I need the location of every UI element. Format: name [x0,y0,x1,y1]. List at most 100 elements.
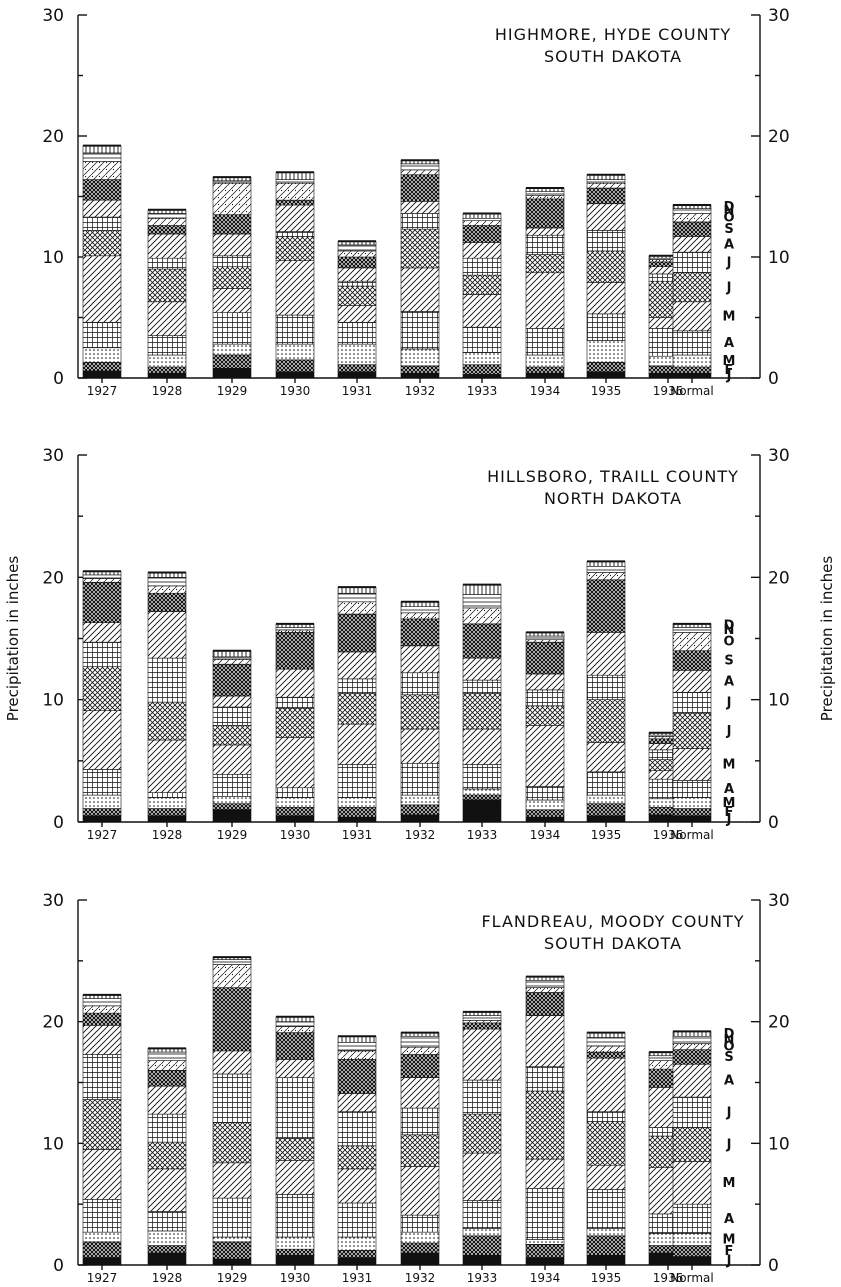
bar-segment-1934-4 [525,328,565,356]
bar-segment-Normal-2 [672,1245,712,1257]
bar-segment-1934-8 [525,1015,565,1067]
bar-segment-1929-10 [212,964,252,988]
month-label: M [723,354,736,369]
bar-segment-1931-8 [337,651,377,680]
bar-1929 [212,176,252,379]
category-label: 1928 [152,1271,183,1285]
bar-segment-1930-11 [275,179,315,184]
bar-segment-1929-9 [212,214,252,235]
bar-segment-1930-12 [275,172,315,180]
bar-segment-1929-5 [212,288,252,313]
bar-1928 [147,1047,187,1266]
bar-segment-Normal-3 [672,797,712,809]
bar-segment-1931-4 [337,764,377,798]
bar-segment-1931-3 [337,797,377,808]
bar-segment-1934-10 [525,987,565,993]
bar-segment-1932-9 [400,1054,440,1078]
bar-segment-1932-4 [400,762,440,796]
panel-subtitle: SOUTH DAKOTA [544,934,682,953]
month-label: A [724,782,734,797]
bar-segment-1927-1 [82,370,122,379]
bar-segment-1930-7 [275,1077,315,1139]
bar-segment-1933-6 [462,1113,502,1154]
bar-segment-1929-4 [212,1197,252,1238]
bar-segment-Normal-5 [672,301,712,332]
bar-segment-1929-7 [212,255,252,267]
bar-segment-1928-5 [147,739,187,793]
bar-segment-1930-10 [275,182,315,201]
category-label: 1933 [467,828,498,842]
bar-segment-1927-9 [82,179,122,201]
category-label: 1930 [280,384,311,398]
bar-segment-1928-2 [147,808,187,817]
month-label: J [726,724,732,739]
month-label: J [726,696,732,711]
month-label: M [723,1232,736,1247]
bar-segment-1932-3 [400,348,440,367]
bar-segment-1928-10 [147,1060,187,1071]
bar-1932 [400,159,440,379]
category-label: 1935 [591,828,622,842]
bar-segment-1929-8 [212,1050,252,1075]
bar-1927 [82,570,122,823]
category-label: 1927 [87,1271,118,1285]
bar-segment-1927-8 [82,199,122,218]
bar-segment-1930-6 [275,236,315,261]
right-tick-label: 0 [768,369,779,389]
bar-segment-1930-2 [275,359,315,373]
bar-segment-1928-2 [147,366,187,374]
bar-segment-1930-8 [275,1059,315,1078]
bar-segment-1929-3 [212,343,252,356]
bar-1931 [337,586,377,823]
bar-segment-1928-10 [147,217,187,226]
bar-segment-Normal-7 [672,1096,712,1128]
bar-1927 [82,993,122,1266]
bar-segment-1932-3 [400,1231,440,1244]
bar-segment-1932-11 [400,606,440,614]
bar-segment-1927-6 [82,230,122,257]
category-label: 1929 [217,1271,248,1285]
left-tick-label: 30 [42,6,64,26]
bar-segment-1930-2 [275,1248,315,1256]
bar-segment-1931-11 [337,592,377,603]
bar-segment-1931-2 [337,1250,377,1259]
bar-1934 [525,187,565,379]
bar-segment-1935-3 [586,794,626,804]
bar-segment-1933-10 [462,220,502,226]
month-label: J [726,812,732,827]
bar-segment-Normal-8 [672,1063,712,1098]
month-label: S [724,654,733,669]
bar-segment-1929-11 [212,656,252,660]
left-tick-label: 0 [53,369,64,389]
bar-segment-1927-5 [82,710,122,770]
bar-segment-1931-8 [337,1093,377,1112]
bar-segment-1934-1 [525,816,565,823]
bar-segment-1927-3 [82,1231,122,1243]
bar-segment-1928-6 [147,701,187,741]
bar-segment-1927-6 [82,1099,122,1150]
bar-segment-1934-2 [525,366,565,374]
bar-1935 [586,173,626,379]
panel-title: HIGHMORE, HYDE COUNTY [495,25,731,44]
bar-segment-1930-9 [275,632,315,670]
bar-segment-1931-9 [337,256,377,269]
bar-segment-1935-10 [586,572,626,581]
bar-segment-1929-11 [212,959,252,965]
bar-segment-1928-9 [147,1070,187,1087]
bar-segment-1928-11 [147,577,187,587]
bar-segment-1934-11 [525,979,565,988]
bar-segment-1933-1 [462,374,502,379]
bar-segment-1933-6 [462,693,502,730]
bar-segment-1927-11 [82,998,122,1007]
bar-segment-1931-8 [337,267,377,282]
bar-segment-1932-1 [400,372,440,379]
bar-1928 [147,208,187,379]
bar-segment-1929-1 [212,809,252,823]
bar-segment-1927-2 [82,361,122,372]
bar-segment-1928-1 [147,815,187,823]
bar-segment-1927-3 [82,347,122,363]
category-label: 1930 [280,828,311,842]
category-label: Normal [670,828,713,842]
bar-segment-1929-9 [212,987,252,1052]
bar-segment-Normal-2 [672,366,712,374]
